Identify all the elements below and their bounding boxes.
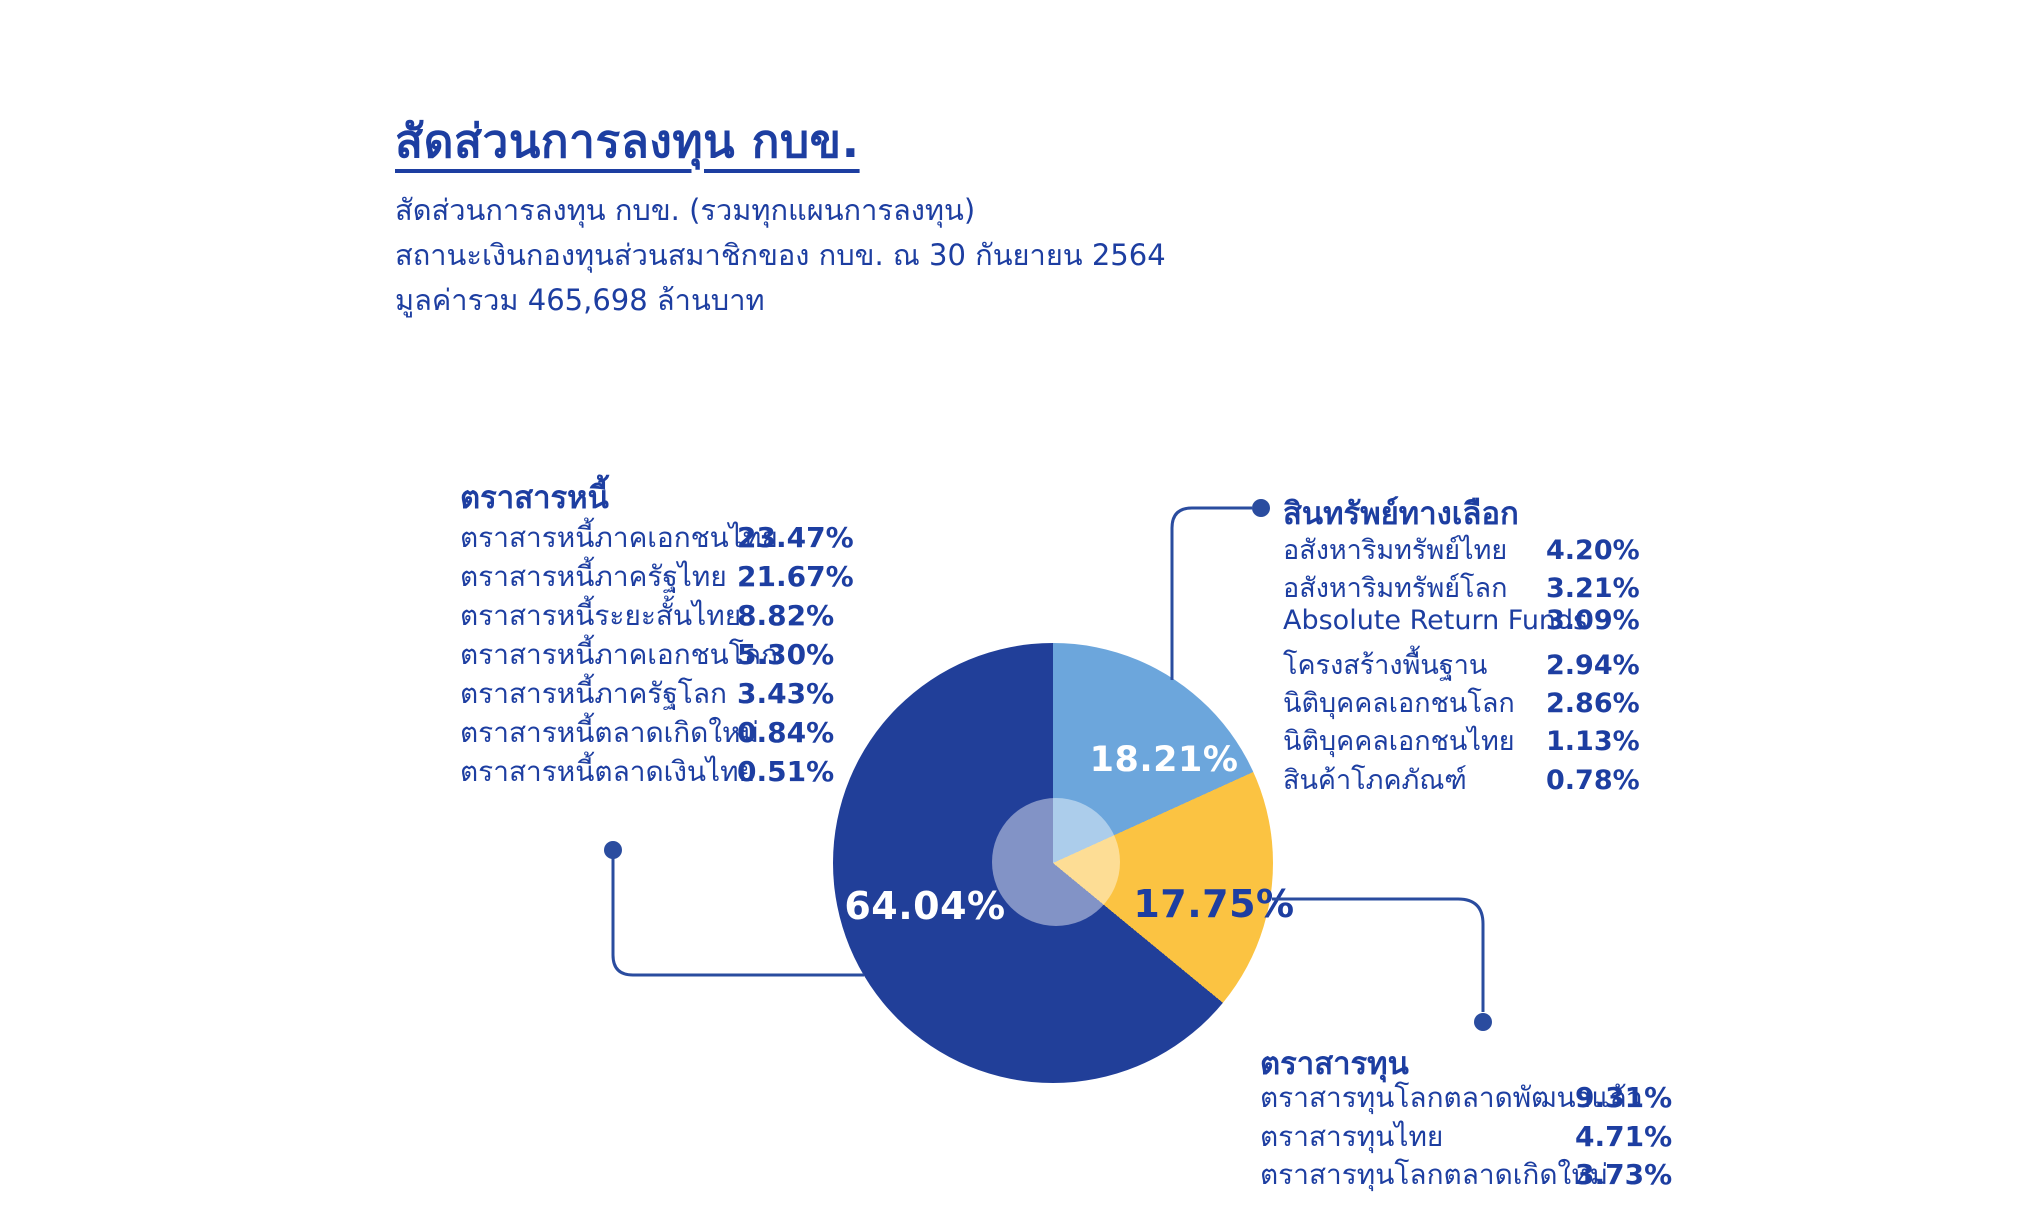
legend-row: ตราสารหนี้ภาครัฐไทย 21.67% xyxy=(460,555,854,594)
legend-equity: ตราสารทุน ตราสารทุนโลกตลาดพัฒนาแล้ว 9.31… xyxy=(1260,1038,1672,1192)
legend-row: อสังหาริมทรัพย์ไทย 4.20% xyxy=(1283,528,1640,566)
legend-item-value: 21.67% xyxy=(737,560,854,593)
legend-header: ตราสารทุน xyxy=(1260,1046,1409,1082)
legend-item-label: ตราสารทุนโลกตลาดเกิดใหม่ xyxy=(1260,1158,1609,1191)
legend-item-value: 0.84% xyxy=(737,716,835,749)
legend-item-value: 9.31% xyxy=(1575,1081,1673,1114)
legend-row: ตราสารทุนโลกตลาดเกิดใหม่ 3.73% xyxy=(1260,1153,1672,1192)
legend-item-label: นิติบุคคลเอกชนไทย xyxy=(1283,726,1515,758)
legend-item-value: 0.78% xyxy=(1546,764,1640,796)
legend-row: สินค้าโภคภัณฑ์ 0.78% xyxy=(1283,758,1640,796)
legend-item-value: 3.21% xyxy=(1546,573,1640,605)
legend-item-label: ตราสารหนี้ตลาดเกิดใหม่ xyxy=(460,716,759,749)
connector-line-fixed-income xyxy=(611,858,864,977)
subtitle-line-plan: สัดส่วนการลงทุน กบข. (รวมทุกแผนการลงทุน) xyxy=(395,193,976,227)
legend-item-value: 4.71% xyxy=(1575,1119,1673,1153)
subtitle-line-asof: สถานะเงินกองทุนส่วนสมาชิกของ กบข. ณ 30 ก… xyxy=(395,238,1166,272)
legend-item-label: โครงสร้างพื้นฐาน xyxy=(1283,649,1488,681)
legend-item-label: นิติบุคคลเอกชนโลก xyxy=(1283,688,1515,720)
legend-item-label: ตราสารหนี้ระยะสั้นไทย xyxy=(460,599,742,632)
legend-alternative-assets: สินทรัพย์ทางเลือก อสังหาริมทรัพย์ไทย 4.2… xyxy=(1283,488,1640,796)
subtitle-line-total: มูลค่ารวม 465,698 ล้านบาท xyxy=(395,283,765,317)
legend-fixed-income: ตราสารหนี้ ตราสารหนี้ภาคเอกชนไทย 23.47% … xyxy=(460,472,854,789)
legend-item-label: ตราสารหนี้ตลาดเงินไทย xyxy=(460,755,755,788)
legend-item-label: Absolute Return Funds xyxy=(1283,604,1588,636)
page-title: สัดส่วนการลงทุน กบข. xyxy=(395,114,860,168)
legend-item-value: 1.13% xyxy=(1546,726,1640,758)
legend-row: นิติบุคคลเอกชนไทย 1.13% xyxy=(1283,719,1640,757)
legend-row: โครงสร้างพื้นฐาน 2.94% xyxy=(1283,643,1640,681)
legend-item-value: 0.51% xyxy=(737,755,835,788)
legend-row: Absolute Return Funds 3.09% xyxy=(1283,605,1640,643)
legend-item-label: สินค้าโภคภัณฑ์ xyxy=(1283,764,1467,796)
legend-header: สินทรัพย์ทางเลือก xyxy=(1283,496,1519,532)
legend-item-value: 3.43% xyxy=(737,677,835,710)
legend-row: ตราสารหนี้ภาคเอกชนไทย 23.47% xyxy=(460,516,854,555)
pie-center-overlay xyxy=(992,798,1120,926)
legend-header: ตราสารหนี้ xyxy=(460,480,609,516)
legend-item-label: ตราสารหนี้ภาคเอกชนไทย xyxy=(460,521,778,554)
legend-item-value: 2.86% xyxy=(1546,688,1640,720)
legend-item-value: 8.82% xyxy=(737,599,835,632)
legend-item-value: 3.09% xyxy=(1546,604,1640,636)
legend-row: อสังหาริมทรัพย์โลก 3.21% xyxy=(1283,566,1640,604)
legend-item-value: 4.20% xyxy=(1546,535,1640,566)
slice-label-alternative-assets: 18.21% xyxy=(1089,740,1239,780)
legend-row: ตราสารหนี้ภาคเอกชนโลก 5.30% xyxy=(460,633,854,672)
legend-item-value: 3.73% xyxy=(1575,1158,1673,1191)
legend-item-label: ตราสารทุนโลกตลาดพัฒนาแล้ว xyxy=(1260,1081,1643,1114)
connector-dot-equity xyxy=(1474,1013,1492,1031)
slice-label-fixed-income: 64.04% xyxy=(844,884,1006,928)
legend-item-label: ตราสารหนี้ภาคเอกชนโลก xyxy=(460,638,778,671)
legend-row: ตราสารหนี้ตลาดเงินไทย 0.51% xyxy=(460,750,854,789)
legend-row: ตราสารหนี้ภาครัฐโลก 3.43% xyxy=(460,672,854,711)
connector-line-equity xyxy=(1272,897,1485,1012)
legend-item-value: 23.47% xyxy=(737,521,854,554)
subtitle-block: สัดส่วนการลงทุน กบข. (รวมทุกแผนการลงทุน)… xyxy=(395,188,1166,323)
pie-chart xyxy=(833,643,1273,1083)
legend-item-label: ตราสารหนี้ภาครัฐโลก xyxy=(460,677,727,710)
legend-item-value: 5.30% xyxy=(737,638,835,671)
legend-item-label: อสังหาริมทรัพย์ไทย xyxy=(1283,535,1508,566)
connector-dot-fixed-income xyxy=(604,841,622,859)
legend-item-label: ตราสารทุนไทย xyxy=(1260,1119,1444,1153)
legend-item-value: 2.94% xyxy=(1546,649,1640,681)
legend-row: ตราสารทุนโลกตลาดพัฒนาแล้ว 9.31% xyxy=(1260,1076,1672,1115)
connector-line-alternative xyxy=(1170,506,1252,680)
legend-item-label: ตราสารหนี้ภาครัฐไทย xyxy=(460,560,727,593)
legend-item-label: อสังหาริมทรัพย์โลก xyxy=(1283,573,1508,605)
legend-row: ตราสารหนี้ตลาดเกิดใหม่ 0.84% xyxy=(460,711,854,750)
legend-row: ตราสารหนี้ระยะสั้นไทย 8.82% xyxy=(460,594,854,633)
legend-row: ตราสารทุนไทย 4.71% xyxy=(1260,1115,1672,1154)
slice-label-equity: 17.75% xyxy=(1133,882,1295,926)
connector-dot-alternative xyxy=(1252,499,1270,517)
legend-row: นิติบุคคลเอกชนโลก 2.86% xyxy=(1283,681,1640,719)
